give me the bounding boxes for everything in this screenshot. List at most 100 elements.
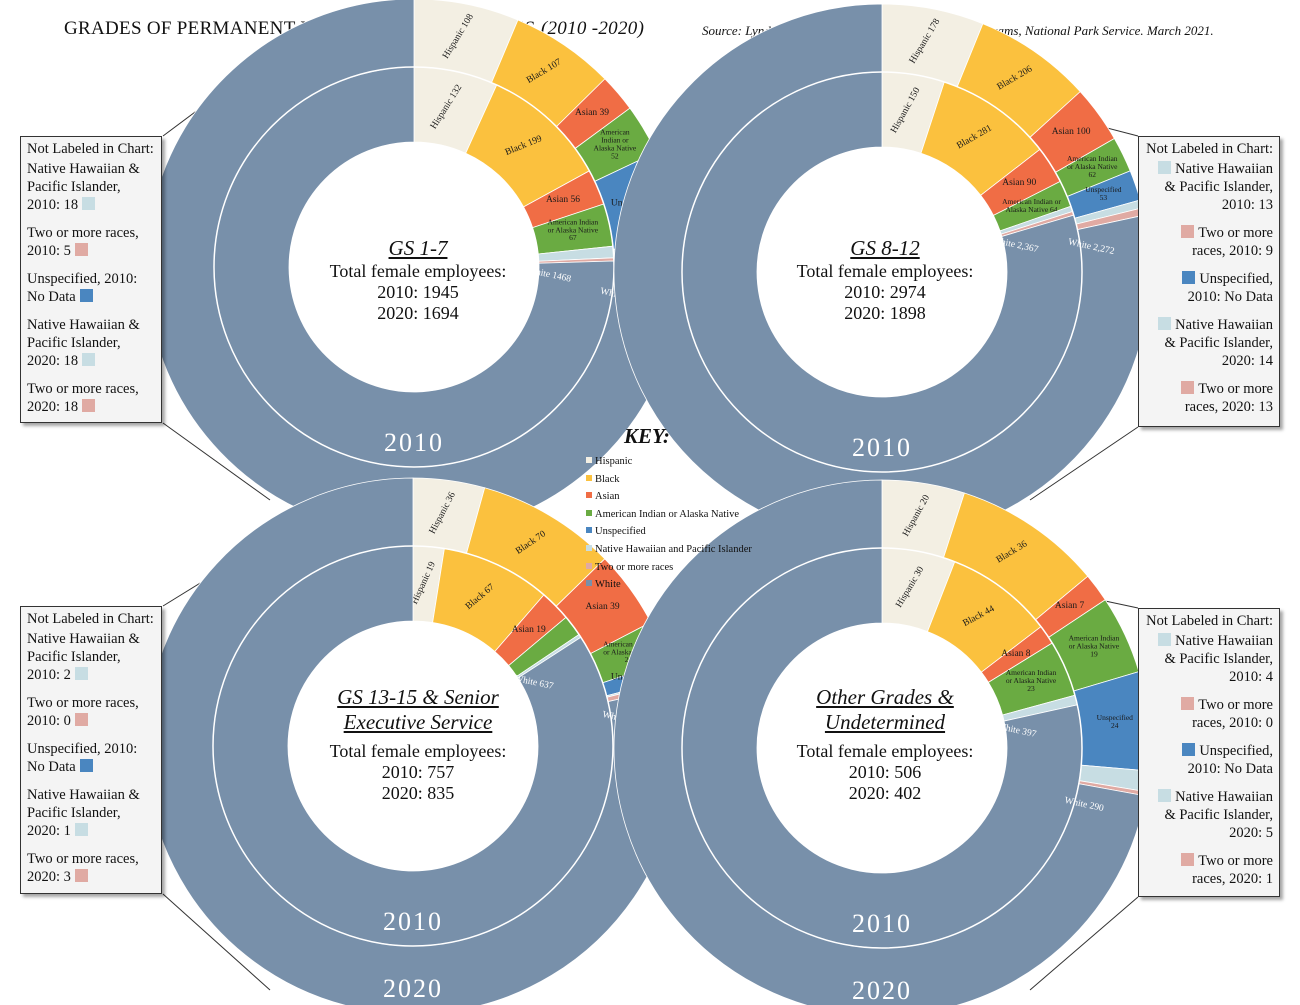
segment-label-line: 23 <box>1027 684 1035 693</box>
not-labeled-text: Two or more races, 2010: 9 <box>1192 225 1273 259</box>
chart-center-other-grades: Other Grades & Undetermined Total female… <box>765 685 1005 804</box>
segment-label: Asian 7 <box>1055 601 1085 611</box>
not-labeled-item: Two or more races, 2020: 1 <box>1145 852 1273 888</box>
legend-item: Asian <box>586 488 776 506</box>
not-labeled-text: Native Hawaiian & Pacific Islander, 2020… <box>1164 789 1273 841</box>
chart-title: GS 1-7 <box>388 236 448 260</box>
legend-item: Black <box>586 471 776 489</box>
chart-center-gs1-7: GS 1-7 Total female employees: 2010: 194… <box>298 236 538 324</box>
segment-label-line: American <box>600 128 630 137</box>
donut-hole <box>757 623 1007 873</box>
legend-item: American Indian or Alaska Native <box>586 506 776 524</box>
segment-label: Unspecified 24 <box>1097 713 1133 730</box>
legend: KEY: Hispanic Black Asian American Indian o… <box>586 424 776 594</box>
legend-title: KEY: <box>624 424 670 448</box>
legend-swatch <box>586 544 592 551</box>
legend-label: American Indian or Alaska Native <box>595 508 740 520</box>
segment-label-line: American Indian <box>1006 668 1057 677</box>
total-2020: 2020: 1694 <box>377 303 459 323</box>
not-labeled-swatch <box>1158 317 1172 330</box>
segment-label-line: Asian 7 <box>1055 601 1085 611</box>
not-labeled-swatch <box>74 869 88 882</box>
legend-label: Black <box>595 473 620 485</box>
not-labeled-item: Unspecified, 2010: No Data <box>1145 742 1273 778</box>
not-labeled-item: Two or more races, 2010: 9 <box>1145 224 1273 260</box>
legend-swatch <box>586 527 592 534</box>
not-labeled-swatch <box>1158 789 1172 802</box>
chart-title: GS 8-12 <box>850 236 920 260</box>
donut-hole <box>289 142 539 392</box>
segment-label-line: 62 <box>1089 170 1097 179</box>
segment-label-line: or Alaska Native <box>1069 641 1120 650</box>
donut-hole <box>288 621 538 871</box>
segment-label-line: Asian 56 <box>546 195 580 205</box>
not-labeled-text: Two or more races, 2010: 0 <box>27 695 139 729</box>
not-labeled-text: Two or more races, 2020: 13 <box>1184 381 1273 415</box>
total-2010: 2010: 757 <box>381 762 455 782</box>
not-labeled-text: Native Hawaiian & Pacific Islander, 2020… <box>1164 317 1273 369</box>
not-labeled-box-gs13-15: Not Labeled in Chart: Native Hawaiian & P… <box>20 606 162 894</box>
segment-label: Asian 100 <box>1052 127 1091 137</box>
segment-label-line: Indian or <box>601 136 629 145</box>
connector-line <box>162 422 271 501</box>
not-labeled-item: Two or more races, 2020: 18 <box>27 380 155 416</box>
segment-label: Asian 90 <box>1002 178 1036 188</box>
not-labeled-swatch <box>74 667 88 680</box>
legend-swatch <box>586 562 592 569</box>
segment-label-line: 52 <box>611 151 619 160</box>
not-labeled-heading: Not Labeled in Chart: <box>1146 141 1273 157</box>
legend-swatch <box>586 509 592 516</box>
not-labeled-text: Unspecified, 2010: No Data <box>1187 271 1273 305</box>
donut-hole <box>757 147 1007 397</box>
not-labeled-text: Native Hawaiian & Pacific Islander, 2020… <box>27 787 140 839</box>
not-labeled-swatch <box>82 399 96 412</box>
not-labeled-item: Unspecified, 2010: No Data <box>1145 270 1273 306</box>
not-labeled-text: Native Hawaiian & Pacific Islander, 2010… <box>1164 633 1273 685</box>
segment-label: American Indian or Alaska Native 62 <box>1067 154 1118 179</box>
legend-item: Unspecified <box>586 523 776 541</box>
not-labeled-swatch <box>1181 225 1195 238</box>
not-labeled-swatch <box>74 243 88 256</box>
segment-label-line: or Alaska Native <box>548 225 599 234</box>
not-labeled-text: Native Hawaiian & Pacific Islander, 2020… <box>27 317 140 369</box>
segment-label-line: Asian 39 <box>586 602 620 612</box>
segment-label-line: American Indian <box>1069 634 1120 643</box>
segment-label: American Indian or Alaska Native 52 <box>594 128 637 161</box>
not-labeled-item: Native Hawaiian & Pacific Islander, 2020… <box>27 786 155 840</box>
segment-label-line: 24 <box>1111 721 1119 730</box>
ring-separator <box>681 71 1083 473</box>
ring-label-inner: 2010 <box>383 907 443 936</box>
not-labeled-item: Native Hawaiian & Pacific Islander, 2010… <box>27 160 155 214</box>
segment-label-line: American Indian <box>603 639 654 648</box>
segment-label-line: or Alaska Native <box>603 647 654 656</box>
segment-label-line: American Indian or <box>1002 197 1061 206</box>
segment-label: American Indian or Alaska Native 64 <box>1002 197 1061 214</box>
segment-label: Unspecified 53 <box>1085 185 1121 202</box>
connector-line <box>1029 426 1139 501</box>
legend-swatch <box>586 474 592 481</box>
chart-title: Other Grades & Undetermined <box>816 685 954 734</box>
connector-line <box>1029 896 1139 991</box>
not-labeled-text: Two or more races, 2010: 5 <box>27 225 139 259</box>
legend-items: Hispanic Black Asian American Indian or Ala… <box>586 453 776 594</box>
legend-item: Two or more races <box>586 559 776 577</box>
not-labeled-swatch <box>82 197 96 210</box>
ring-separator <box>681 547 1083 949</box>
segment-label-line: 19 <box>1090 649 1098 658</box>
segment-label: Asian 56 <box>546 195 580 205</box>
segment-label-line: or Alaska Native <box>1006 676 1057 685</box>
segment-label: American Indian or Alaska Native 67 <box>548 217 599 242</box>
segment-label-line: Unspecified <box>1097 713 1133 722</box>
total-2010: 2010: 2974 <box>844 282 926 302</box>
not-labeled-swatch <box>1158 633 1172 646</box>
segment-label-line: American Indian <box>548 217 599 226</box>
segment-label: Asian 39 <box>575 108 609 118</box>
not-labeled-text: Unspecified, 2010: No Data <box>1187 743 1273 777</box>
total-label: Total female employees: <box>329 741 507 761</box>
ring-label-inner: 2010 <box>852 433 912 462</box>
not-labeled-swatch <box>1182 743 1196 756</box>
segment-label-line: Alaska Native <box>594 143 637 152</box>
